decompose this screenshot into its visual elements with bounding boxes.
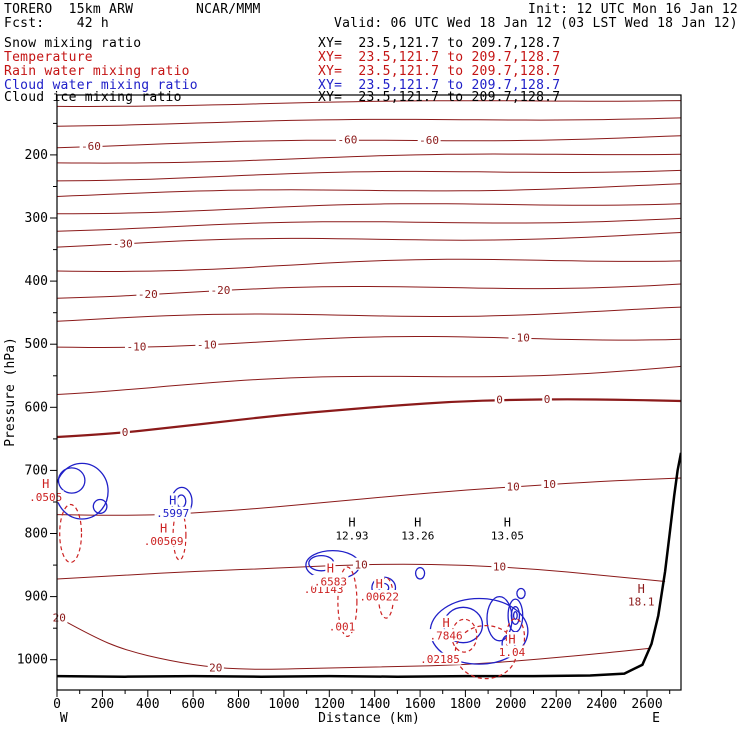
x-tick-label: 1000: [268, 697, 299, 712]
x-tick-label: 0: [53, 697, 61, 712]
contour-label: -60: [419, 134, 439, 147]
valid-time: Valid: 06 UTC Wed 18 Jan 12 (03 LST Wed …: [334, 16, 738, 31]
y-tick-label: 900: [25, 590, 48, 605]
contour-label: H: [508, 632, 515, 646]
x-axis-title: Distance (km): [318, 711, 420, 726]
y-axis-title: Pressure (hPa): [3, 337, 18, 447]
temperature-contour-labels: -60 -60 -60 -30 -20 -20 -10 -10 -10 0 0 0 10 10 10 10 20…: [51, 133, 558, 674]
field-xy-temperature: XY= 23.5,121.7 to 209.7,128.7: [318, 50, 561, 65]
contour-label: -60: [337, 134, 357, 147]
model-id: TORERO 15km ARW: [4, 2, 134, 17]
contour-label: H: [638, 582, 645, 596]
field-label-temperature: Temperature: [4, 50, 93, 65]
y-tick-label: 800: [25, 527, 48, 542]
plot-frame: [56, 94, 682, 691]
field-label-snow: Snow mixing ratio: [4, 36, 142, 51]
contour-label: H: [348, 516, 355, 530]
field-label-cloud-ice: Cloud ice mixing ratio: [4, 90, 182, 105]
x-tick-label: 400: [136, 697, 159, 712]
x-tick-label: 2600: [631, 697, 662, 712]
contour-label: H: [504, 516, 511, 530]
contour-label: -10: [197, 338, 217, 351]
contour-label: 10: [506, 480, 519, 493]
x-tick-label: 2200: [541, 697, 572, 712]
contour-label: -20: [210, 284, 230, 297]
y-tick-label: 200: [25, 148, 48, 163]
east-endpoint-label: E: [652, 711, 660, 726]
contour-label: .6583: [314, 575, 347, 588]
contour-label: 20: [53, 612, 66, 625]
contour-label: .7846: [430, 630, 463, 643]
contour-label: 13.26: [401, 529, 434, 542]
y-tick-label: 500: [25, 337, 48, 352]
contour-label: -30: [113, 237, 133, 250]
x-tick-label: 1600: [404, 697, 435, 712]
axis-titles: Distance (km) W E Pressure (hPa): [3, 337, 660, 726]
field-label-rain: Rain water mixing ratio: [4, 64, 190, 79]
field-xy-rain: XY= 23.5,121.7 to 209.7,128.7: [318, 64, 561, 79]
x-tick-label: 200: [91, 697, 114, 712]
center-name: NCAR/MMM: [196, 2, 261, 17]
contour-label: H: [442, 616, 449, 630]
terrain-line: [57, 452, 681, 678]
init-time: Init: 12 UTC Mon 16 Jan 12: [528, 2, 738, 17]
contour-label: H: [169, 494, 176, 508]
contour-label: 10: [493, 561, 506, 574]
contour-label: -10: [510, 332, 530, 345]
contour-label: .001: [329, 620, 356, 633]
y-tick-label: 600: [25, 400, 48, 415]
x-tick-label: 1400: [359, 697, 390, 712]
contour-label: .00622: [359, 591, 399, 604]
y-tick-label: 1000: [17, 653, 48, 668]
contour-label: H: [414, 516, 421, 530]
contour-label: 10: [543, 478, 556, 491]
contour-label: -10: [126, 341, 146, 354]
contour-label: H: [376, 577, 383, 591]
x-tick-label: 600: [181, 697, 204, 712]
x-tick-label: 2400: [586, 697, 617, 712]
contour-label: 0: [496, 394, 503, 407]
contour-label: 0: [122, 426, 129, 439]
west-endpoint-label: W: [60, 711, 68, 726]
contour-label: .0505: [29, 491, 62, 504]
temperature-contours: [57, 100, 681, 670]
y-tick-label: 300: [25, 211, 48, 226]
contour-label: .02185: [420, 653, 460, 666]
contour-label: 18.1: [628, 596, 655, 609]
x-tick-label: 1200: [314, 697, 345, 712]
axis-ticks-and-labels: 0 200 400 600 800 1000 1200 1400 1600 1800 2000 220…: [17, 122, 671, 712]
x-tick-label: 2000: [495, 697, 526, 712]
contour-label: .00569: [144, 535, 184, 548]
contour-label: .5997: [156, 507, 189, 520]
contour-label: H: [327, 562, 334, 576]
contour-label: H: [42, 477, 49, 491]
contour-label: 20: [209, 661, 222, 674]
contour-label: 0: [544, 393, 551, 406]
y-tick-label: 400: [25, 274, 48, 289]
field-label-cloud-water: Cloud water mixing ratio: [4, 78, 198, 93]
contour-label: 12.93: [335, 529, 368, 542]
contour-label: 1.04: [499, 646, 526, 659]
contour-label: H: [160, 521, 167, 535]
contour-label: 13.05: [491, 529, 524, 542]
field-xy-cloud-ice: XY= 23.5,121.7 to 209.7,128.7: [318, 90, 561, 105]
contour-label: -20: [138, 288, 158, 301]
field-xy-snow: XY= 23.5,121.7 to 209.7,128.7: [318, 36, 561, 51]
contour-label: 10: [354, 558, 367, 571]
field-xy-cloud-water: XY= 23.5,121.7 to 209.7,128.7: [318, 78, 561, 93]
x-tick-label: 1800: [450, 697, 481, 712]
contour-label: -60: [81, 140, 101, 153]
forecast-hour: Fcst: 42 h: [4, 16, 109, 31]
y-tick-label: 700: [25, 463, 48, 478]
x-tick-label: 800: [227, 697, 250, 712]
